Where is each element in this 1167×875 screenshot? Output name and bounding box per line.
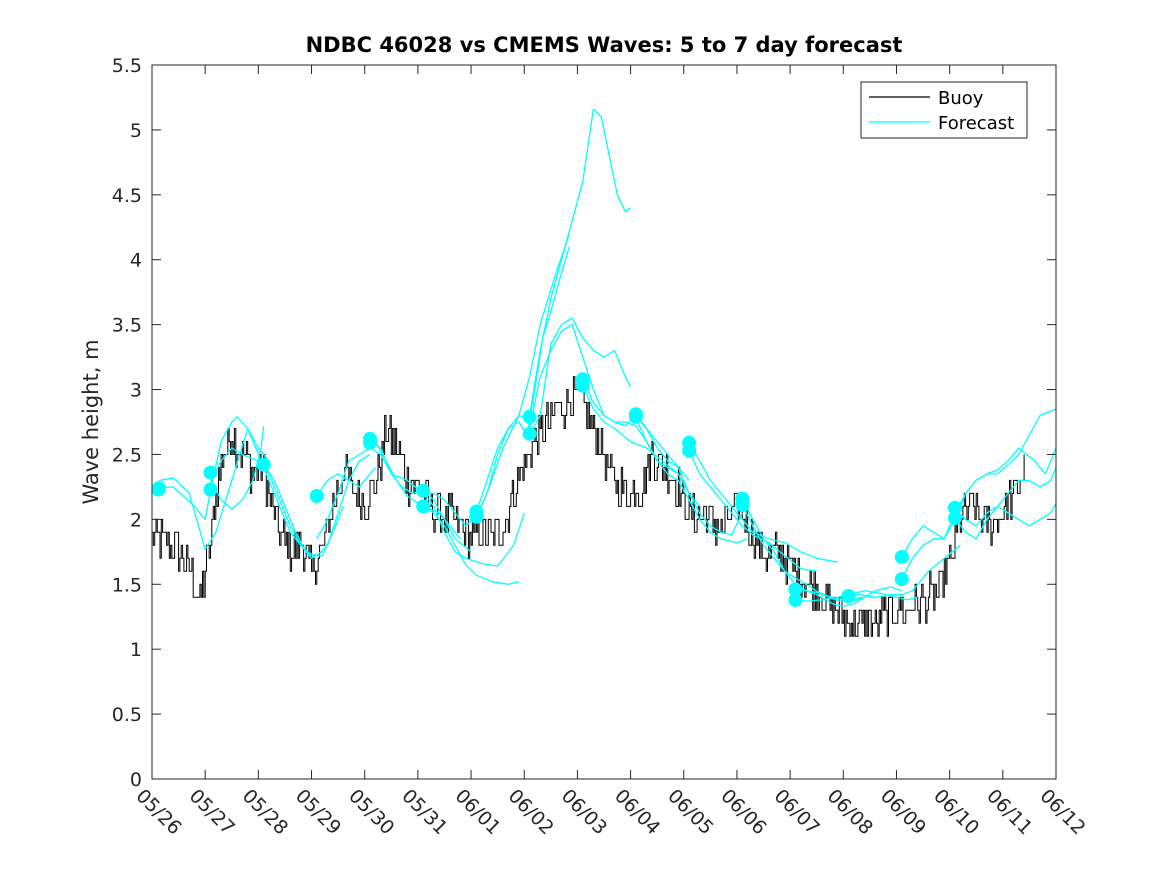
forecast-marker-23: [788, 582, 803, 597]
forecast-marker-2: [151, 481, 166, 496]
y-tick-label: 2: [130, 509, 142, 531]
forecast-marker-9: [416, 483, 431, 498]
forecast-marker-27: [894, 572, 909, 587]
legend-label-forecast: Forecast: [938, 113, 1014, 134]
buoy-series: [152, 376, 1025, 637]
forecast-marker-20: [682, 443, 697, 458]
forecast-marker-24: [788, 592, 803, 607]
forecast-line-19: [635, 412, 743, 536]
y-tick-label: 4.5: [112, 185, 142, 207]
forecast-line-5: [263, 453, 371, 557]
forecast-line-30: [954, 503, 1057, 527]
chart-title: NDBC 46028 vs CMEMS Waves: 5 to 7 day fo…: [306, 33, 903, 57]
forecast-line-13: [475, 233, 571, 512]
y-axis-label: Wave height, m: [79, 339, 103, 504]
forecast-line-29: [901, 447, 1057, 580]
forecast-line-21: [688, 442, 839, 563]
forecast-marker-6: [309, 489, 324, 503]
axes-box: [151, 64, 1057, 780]
legend: Buoy Forecast: [860, 81, 1028, 139]
y-tick-label: 3.5: [112, 315, 142, 337]
forecast-start-markers: [151, 372, 962, 607]
forecast-marker-4: [203, 482, 218, 497]
forecast-marker-28: [948, 500, 962, 515]
legend-label-buoy: Buoy: [938, 88, 984, 109]
y-tick-label: 3: [130, 380, 142, 402]
y-axis-ticks: 0 0.5 1 1.5 2 2.5 3 3.5 4 4.5 5 5.5: [112, 55, 1056, 791]
forecast-line-22: [688, 450, 817, 572]
forecast-line-2: [151, 416, 323, 559]
legend-box: [860, 81, 1028, 139]
y-tick-label: 0.5: [112, 704, 142, 726]
forecast-marker-14: [522, 426, 537, 441]
forecast-line-27: [848, 544, 961, 598]
y-tick-label: 1: [130, 639, 142, 661]
forecast-marker-29: [948, 511, 962, 526]
forecast-marker-8: [363, 431, 377, 446]
forecast-line-23: [741, 498, 865, 601]
forecast-line-9: [369, 414, 530, 527]
forecast-marker-5: [256, 457, 271, 472]
y-tick-label: 5.5: [112, 55, 142, 77]
forecast-marker-12: [469, 509, 484, 524]
forecast-line-1: [151, 427, 270, 550]
forecast-line-31: [954, 467, 1057, 540]
y-tick-label: 2.5: [112, 444, 142, 466]
forecast-line-3: [207, 425, 265, 510]
forecast-marker-25: [841, 589, 856, 603]
forecast-line-26: [795, 590, 918, 602]
forecast-marker-22: [735, 498, 750, 513]
y-tick-label: 5: [130, 120, 142, 142]
forecast-marker-3: [203, 465, 218, 480]
forecast-line-18: [582, 385, 701, 507]
forecast-line-25: [795, 586, 903, 607]
forecast-line-6: [316, 466, 376, 497]
forecast-marker-18: [628, 409, 643, 424]
forecast-line-4: [207, 447, 345, 557]
forecast-line-11: [422, 505, 520, 585]
forecast-marker-16: [575, 378, 590, 393]
forecast-marker-26: [894, 550, 909, 564]
forecast-line-20: [635, 417, 748, 544]
forecast-line-10: [422, 491, 525, 567]
forecast-marker-10: [416, 499, 431, 514]
y-tick-label: 1.5: [112, 574, 142, 596]
y-tick-label: 4: [130, 250, 142, 272]
buoy-line: [152, 376, 1025, 637]
forecast-line-14: [528, 108, 631, 416]
forecast-marker-13: [522, 409, 537, 424]
y-tick-label: 0: [130, 769, 142, 791]
forecast-line-15: [529, 317, 632, 436]
